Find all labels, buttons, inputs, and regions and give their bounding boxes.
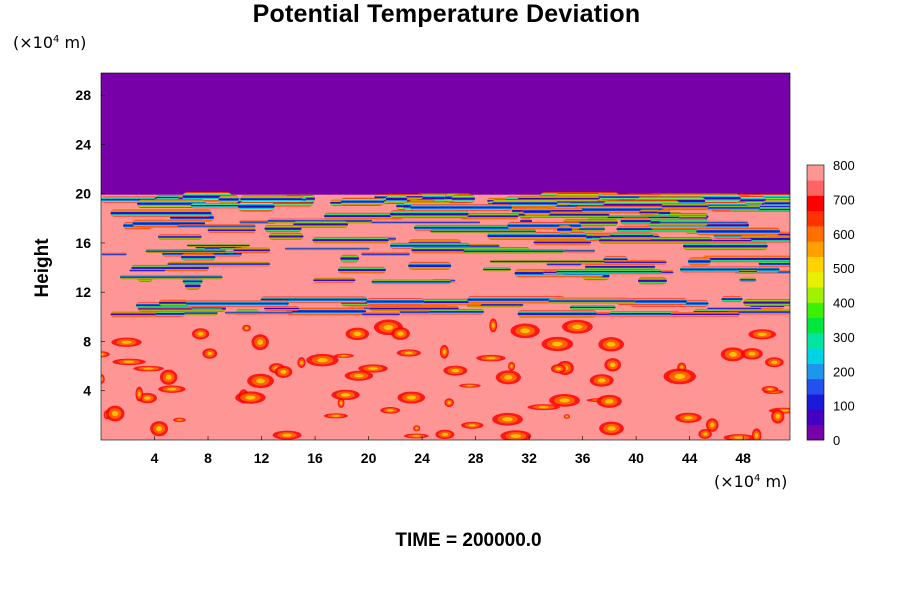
y-tick-label: 16 — [75, 235, 91, 251]
x-tick-label: 40 — [628, 450, 644, 466]
colorbar-swatch — [807, 317, 824, 334]
x-tick-label: 48 — [735, 450, 751, 466]
x-tick-label: 4 — [151, 450, 159, 466]
x-tick-label: 28 — [468, 450, 484, 466]
upper-field-region — [101, 73, 790, 195]
colorbar-tick-label: 500 — [833, 261, 855, 276]
colorbar-swatch — [807, 180, 824, 196]
colorbar-swatch — [807, 363, 824, 380]
lower-field-region — [101, 193, 790, 440]
colorbar-swatch — [807, 210, 824, 227]
colorbar-tick-label: 200 — [833, 364, 855, 379]
x-tick-label: 16 — [307, 450, 323, 466]
colorbar: 0 100 200 300 400 500 600 700 800 — [806, 158, 855, 448]
contour-features — [101, 191, 790, 440]
colorbar-tick-label: 100 — [833, 399, 855, 414]
x-tick-label: 44 — [682, 450, 698, 466]
x-axis-ticks: 4 8 12 16 20 24 28 32 36 40 44 48 — [151, 436, 751, 466]
time-footer: TIME = 200000.0 — [395, 530, 542, 551]
colorbar-tick-label: 300 — [833, 330, 855, 345]
colorbar-swatch — [807, 226, 824, 242]
y-tick-label: 28 — [75, 87, 91, 103]
y-tick-label: 8 — [83, 333, 91, 349]
colorbar-frame — [806, 164, 825, 441]
x-tick-label: 8 — [204, 450, 212, 466]
colorbar-tick-label: 800 — [833, 158, 855, 173]
colorbar-swatch — [807, 348, 824, 364]
colorbar-swatch — [807, 271, 824, 288]
colorbar-swatch — [807, 394, 824, 410]
colorbar-swatch — [807, 195, 824, 212]
colorbar-swatch — [807, 287, 824, 303]
y-axis-ticks: 4 8 12 16 20 24 28 — [75, 87, 105, 399]
x-tick-label: 32 — [521, 450, 537, 466]
colorbar-tick-label: 0 — [833, 433, 840, 448]
colorbar-swatch — [807, 241, 824, 257]
plot-area — [101, 73, 790, 440]
x-tick-label: 20 — [361, 450, 377, 466]
x-axis-unit: (×104 m) — [714, 472, 788, 491]
chart-title: Potential Temperature Deviation — [252, 0, 641, 28]
plot-frame — [100, 72, 791, 441]
x-tick-label: 24 — [414, 450, 430, 466]
x-tick-label: 36 — [575, 450, 591, 466]
y-tick-label: 4 — [83, 383, 91, 399]
colorbar-swatch — [807, 256, 824, 273]
colorbar-swatch — [807, 424, 824, 441]
colorbar-swatch — [807, 378, 824, 395]
x-tick-label: 12 — [254, 450, 270, 466]
colorbar-swatch — [807, 333, 824, 349]
y-tick-label: 20 — [75, 186, 91, 202]
colorbar-swatch — [807, 165, 824, 181]
colorbar-swatch — [807, 409, 824, 426]
colorbar-tick-label: 400 — [833, 296, 855, 311]
y-axis-unit: (×104 m) — [13, 33, 87, 52]
y-tick-label: 24 — [75, 136, 91, 152]
colorbar-swatch — [807, 302, 824, 319]
colorbar-tick-label: 700 — [833, 192, 855, 207]
y-tick-label: 12 — [75, 284, 91, 300]
colorbar-tick-label: 600 — [833, 227, 855, 242]
